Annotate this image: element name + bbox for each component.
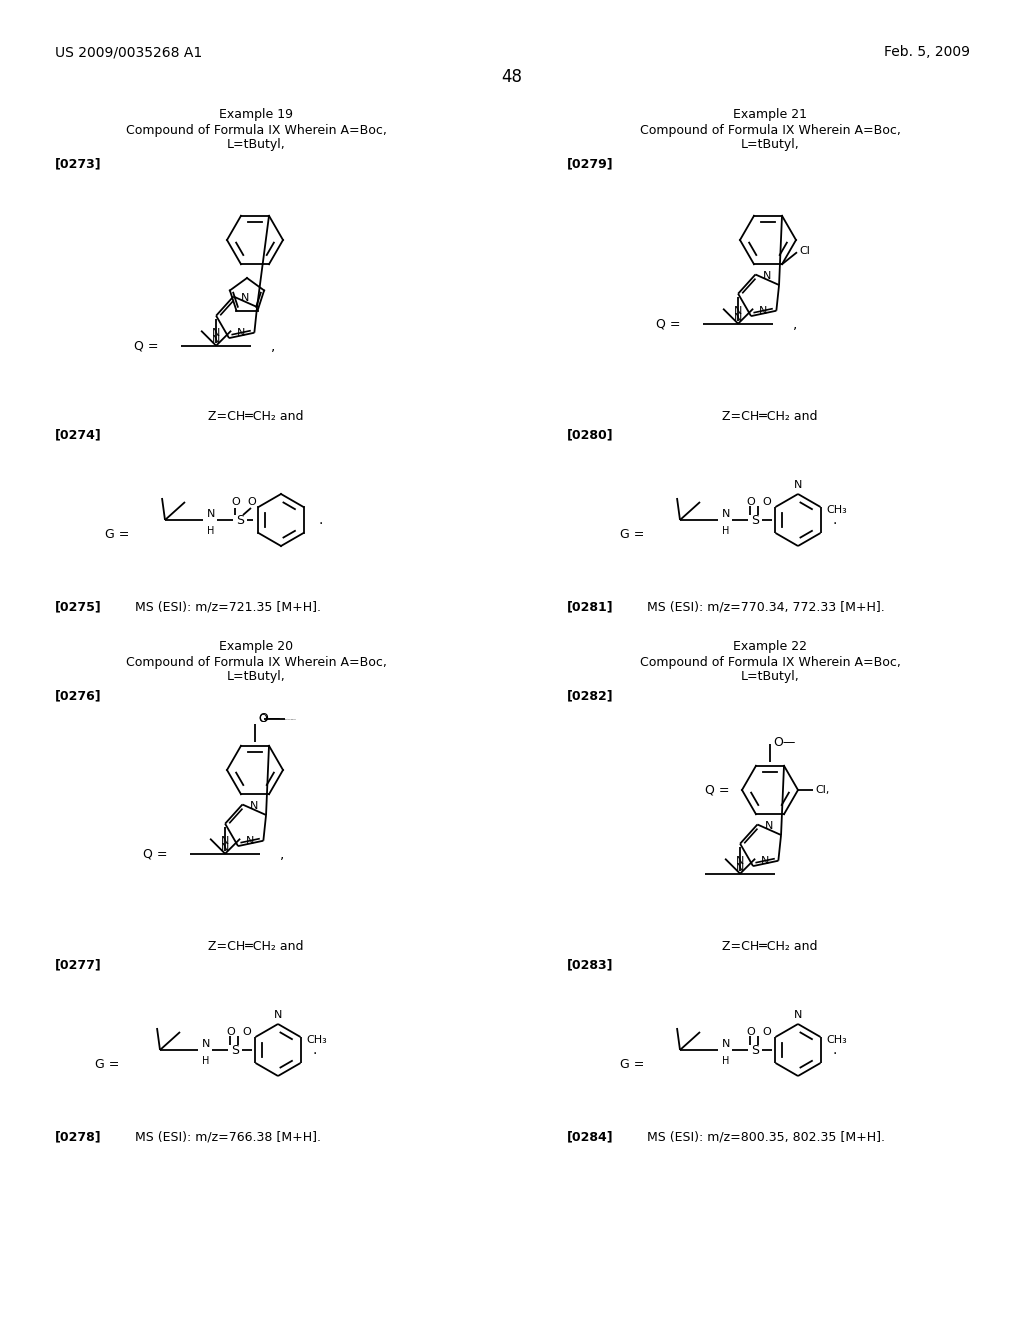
Text: .: . [319,513,324,527]
Text: N: N [794,480,802,490]
Text: L=tButyl,: L=tButyl, [740,671,800,682]
Text: Compound of Formula IX Wherein A=Boc,: Compound of Formula IX Wherein A=Boc, [126,124,386,137]
Text: .: . [831,513,837,527]
Text: N: N [212,335,220,345]
Text: [0284]: [0284] [567,1130,613,1143]
Text: Example 19: Example 19 [219,108,293,121]
Text: MS (ESI): m/z=766.38 [M+H].: MS (ESI): m/z=766.38 [M+H]. [135,1130,321,1143]
Text: N: N [207,510,215,519]
Text: S: S [751,1044,759,1056]
Text: S: S [231,1044,239,1056]
Text: H: H [202,1056,209,1067]
Text: [0283]: [0283] [567,958,613,972]
Text: [0280]: [0280] [567,428,613,441]
Text: Compound of Formula IX Wherein A=Boc,: Compound of Formula IX Wherein A=Boc, [640,124,900,137]
Text: O: O [762,1027,771,1038]
Text: Z=CH═CH₂ and: Z=CH═CH₂ and [208,940,304,953]
Text: ,: , [794,317,798,331]
Text: N: N [238,327,246,338]
Text: H: H [207,525,214,536]
Text: O—: O— [773,735,796,748]
Text: N: N [202,1039,210,1049]
Text: MS (ESI): m/z=800.35, 802.35 [M+H].: MS (ESI): m/z=800.35, 802.35 [M+H]. [647,1130,885,1143]
Text: Feb. 5, 2009: Feb. 5, 2009 [884,45,970,59]
Text: Compound of Formula IX Wherein A=Boc,: Compound of Formula IX Wherein A=Boc, [640,656,900,669]
Text: O: O [746,498,755,507]
Text: Compound of Formula IX Wherein A=Boc,: Compound of Formula IX Wherein A=Boc, [126,656,386,669]
Text: O: O [746,1027,755,1038]
Text: [0274]: [0274] [55,428,101,441]
Text: [0279]: [0279] [567,157,613,170]
Text: N: N [722,510,730,519]
Text: G =: G = [620,1059,644,1072]
Text: N: N [273,1010,283,1020]
Text: Z=CH═CH₂ and: Z=CH═CH₂ and [722,940,818,953]
Text: Example 20: Example 20 [219,640,293,653]
Text: .: . [831,1043,837,1057]
Text: N: N [221,843,229,853]
Text: O: O [231,498,240,507]
Text: [0282]: [0282] [567,689,613,702]
Text: Q =: Q = [143,847,168,861]
Text: US 2009/0035268 A1: US 2009/0035268 A1 [55,45,203,59]
Text: [0277]: [0277] [55,958,101,972]
Text: [0278]: [0278] [55,1130,101,1143]
Text: Cl,: Cl, [815,785,829,795]
Text: N: N [212,327,220,338]
Text: 48: 48 [502,69,522,86]
Text: N: N [246,836,255,846]
Text: N: N [734,313,742,323]
Text: O: O [247,498,256,507]
Text: N: N [221,836,229,846]
Text: [0276]: [0276] [55,689,101,702]
Text: [0273]: [0273] [55,157,101,170]
Text: CH₃: CH₃ [826,506,847,515]
Text: N: N [250,801,259,812]
Text: O: O [762,498,771,507]
Text: O: O [258,714,266,723]
Text: ,: , [281,846,285,861]
Text: N: N [794,1010,802,1020]
Text: Cl: Cl [799,247,810,256]
Text: Q =: Q = [134,339,159,352]
Text: N: N [759,306,768,315]
Text: N: N [765,821,773,832]
Text: Example 21: Example 21 [733,108,807,121]
Text: O—: O— [258,711,281,725]
Text: G =: G = [105,528,129,541]
Text: [0275]: [0275] [55,601,101,612]
Text: L=tButyl,: L=tButyl, [226,671,286,682]
Text: N: N [736,863,744,873]
Text: Q =: Q = [656,317,681,330]
Text: L=tButyl,: L=tButyl, [740,139,800,150]
Text: MS (ESI): m/z=770.34, 772.33 [M+H].: MS (ESI): m/z=770.34, 772.33 [M+H]. [647,601,885,612]
Text: N: N [763,272,772,281]
Text: CH₃: CH₃ [826,1035,847,1045]
Text: CH₃: CH₃ [306,1035,328,1045]
Text: O: O [226,1027,234,1038]
Text: N: N [761,855,770,866]
Text: .: . [312,1043,316,1057]
Text: H: H [722,525,729,536]
Text: N: N [242,293,250,304]
Text: G =: G = [95,1059,120,1072]
Text: G =: G = [620,528,644,541]
Text: N: N [722,1039,730,1049]
Text: S: S [751,513,759,527]
Text: Z=CH═CH₂ and: Z=CH═CH₂ and [722,411,818,422]
Text: O: O [242,1027,251,1038]
Text: Example 22: Example 22 [733,640,807,653]
Text: Z=CH═CH₂ and: Z=CH═CH₂ and [208,411,304,422]
Text: S: S [236,513,244,527]
Text: [0281]: [0281] [567,601,613,612]
Text: MS (ESI): m/z=721.35 [M+H].: MS (ESI): m/z=721.35 [M+H]. [135,601,321,612]
Text: N: N [734,306,742,315]
Text: H: H [722,1056,729,1067]
Text: N: N [736,855,744,866]
Text: Q =: Q = [705,784,729,796]
Text: L=tButyl,: L=tButyl, [226,139,286,150]
Text: ,: , [271,339,275,352]
